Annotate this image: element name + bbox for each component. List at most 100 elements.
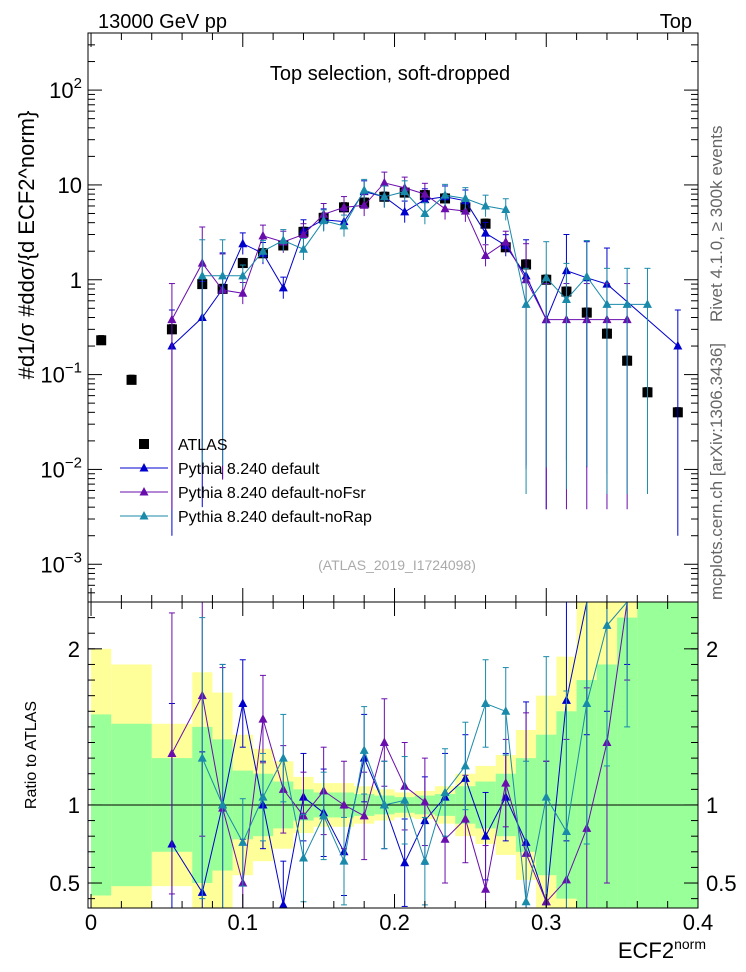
- x-tick-label: 0.3: [531, 910, 562, 935]
- mc-point: [238, 270, 248, 280]
- ratio-point: [400, 857, 410, 867]
- y-tick-label-exp: 2: [74, 75, 82, 92]
- mc-point: [501, 204, 511, 214]
- ratio-point: [278, 753, 288, 762]
- ratio-point: [602, 620, 612, 629]
- mc-point: [197, 270, 207, 280]
- ratio-y-tick-label-right: 1: [706, 793, 718, 818]
- mc-point: [460, 206, 470, 215]
- y-tick-label-exp: −3: [65, 549, 82, 566]
- y-tick-label-base: 1: [70, 268, 82, 293]
- mc-point: [602, 299, 612, 308]
- x-tick-label: 0.4: [683, 910, 714, 935]
- mc-point: [359, 185, 369, 194]
- legend: ATLAS Pythia 8.240 default Pythia 8.240 de…: [120, 437, 372, 526]
- ratio-point: [501, 706, 511, 715]
- ratio-frame: [87, 601, 699, 909]
- ratio-point: [258, 792, 268, 801]
- x-tick-label: 0.1: [227, 910, 258, 935]
- mcplots-label: mcplots.cern.ch [arXiv:1306.3436]: [707, 343, 726, 600]
- stat-uncertainty-band: [657, 602, 698, 908]
- x-tick-label: 0: [85, 910, 97, 935]
- ratio-point: [582, 698, 592, 707]
- mc-point: [258, 246, 268, 255]
- mc-point: [521, 299, 531, 308]
- mc-point: [541, 272, 551, 282]
- stat-uncertainty-band: [617, 617, 638, 908]
- rivet-text: Rivet 4.1.0, ≥ 300k events: [707, 126, 726, 322]
- ratio-point: [501, 778, 511, 787]
- ratio-point: [197, 753, 207, 762]
- mc-point: [258, 230, 268, 240]
- chart-title: Top selection, soft-dropped: [270, 63, 510, 85]
- ratio-point: [481, 831, 491, 840]
- ratio-y-tick-label: 0.5: [49, 871, 80, 896]
- y-axis-label-text: #d1/σ #ddσ/{d ECF2^norm}: [14, 111, 39, 380]
- mc-point: [481, 228, 491, 237]
- y-tick-label-base: 10: [58, 173, 82, 198]
- ratio-point: [379, 737, 389, 747]
- mc-point: [440, 203, 450, 213]
- ratio-series-2: [197, 601, 631, 909]
- mc-point: [278, 282, 288, 292]
- mc-point: [359, 200, 369, 209]
- mc-point: [582, 271, 592, 281]
- series-3: [197, 178, 652, 495]
- ratio-series-line: [201, 601, 628, 902]
- stat-uncertainty-band: [637, 602, 658, 908]
- y-tick-label: 1: [70, 268, 82, 293]
- legend-marker: [139, 439, 149, 449]
- ratio-point: [379, 799, 389, 809]
- ratio-point: [440, 834, 450, 843]
- ratio-point: [218, 799, 228, 809]
- ratio-point: [561, 826, 571, 835]
- data-point: [96, 335, 107, 346]
- series-line: [171, 182, 628, 321]
- y-tick-label-exp: −1: [65, 360, 82, 377]
- ratio-point: [298, 853, 308, 862]
- ratio-point: [440, 787, 450, 796]
- legend-label: Pythia 8.240 default-noRap: [178, 509, 372, 526]
- ratio-point: [460, 760, 470, 770]
- y-tick-label: 10: [58, 173, 82, 198]
- mc-point: [339, 220, 349, 230]
- x-axis-label: ECF2norm: [618, 936, 706, 963]
- ratio-y-tick-label-right: 2: [706, 637, 718, 662]
- x-axis-label-base: ECF2: [618, 938, 674, 963]
- y-tick-label-base: 10: [49, 78, 73, 103]
- ratio-y-tick-label: 2: [68, 637, 80, 662]
- y-tick-label-base: 10: [40, 457, 64, 482]
- ratio-axes: 0.5 0.5 1 1 2 2 0 0.1 0.2 0.3 0.4: [49, 602, 737, 935]
- mc-point: [460, 193, 470, 202]
- x-axis-label-sup: norm: [674, 936, 706, 952]
- x-tick-label: 0.2: [379, 910, 410, 935]
- ratio-point: [481, 698, 491, 707]
- legend-marker: [139, 463, 149, 472]
- mc-point: [400, 206, 410, 216]
- ratio-point: [420, 796, 430, 806]
- mc-point: [238, 288, 248, 297]
- ratio-point: [400, 795, 410, 804]
- mc-point: [501, 237, 511, 246]
- series-1: [167, 180, 683, 536]
- series-2: [167, 171, 632, 510]
- y-tick-label-base: 10: [40, 552, 64, 577]
- legend-entry: Pythia 8.240 default: [120, 461, 320, 478]
- ratio-point: [460, 814, 470, 823]
- y-tick-label-exp: −2: [65, 454, 82, 471]
- rivet-label: Rivet 4.1.0, ≥ 300k events: [707, 126, 726, 322]
- mc-point: [481, 200, 491, 210]
- mc-point: [298, 244, 308, 253]
- legend-marker: [139, 511, 149, 520]
- ratio-point: [339, 799, 349, 809]
- mcplots-text: mcplots.cern.ch [arXiv:1306.3436]: [707, 343, 726, 600]
- ratio-y-tick-label-right: 0.5: [706, 871, 737, 896]
- legend-marker: [139, 487, 149, 496]
- ratio-point: [278, 899, 288, 909]
- y-tick-label: 102: [49, 75, 82, 103]
- mc-point: [622, 299, 632, 308]
- ratio-point: [481, 884, 491, 893]
- y-tick-label: 10−2: [40, 454, 82, 482]
